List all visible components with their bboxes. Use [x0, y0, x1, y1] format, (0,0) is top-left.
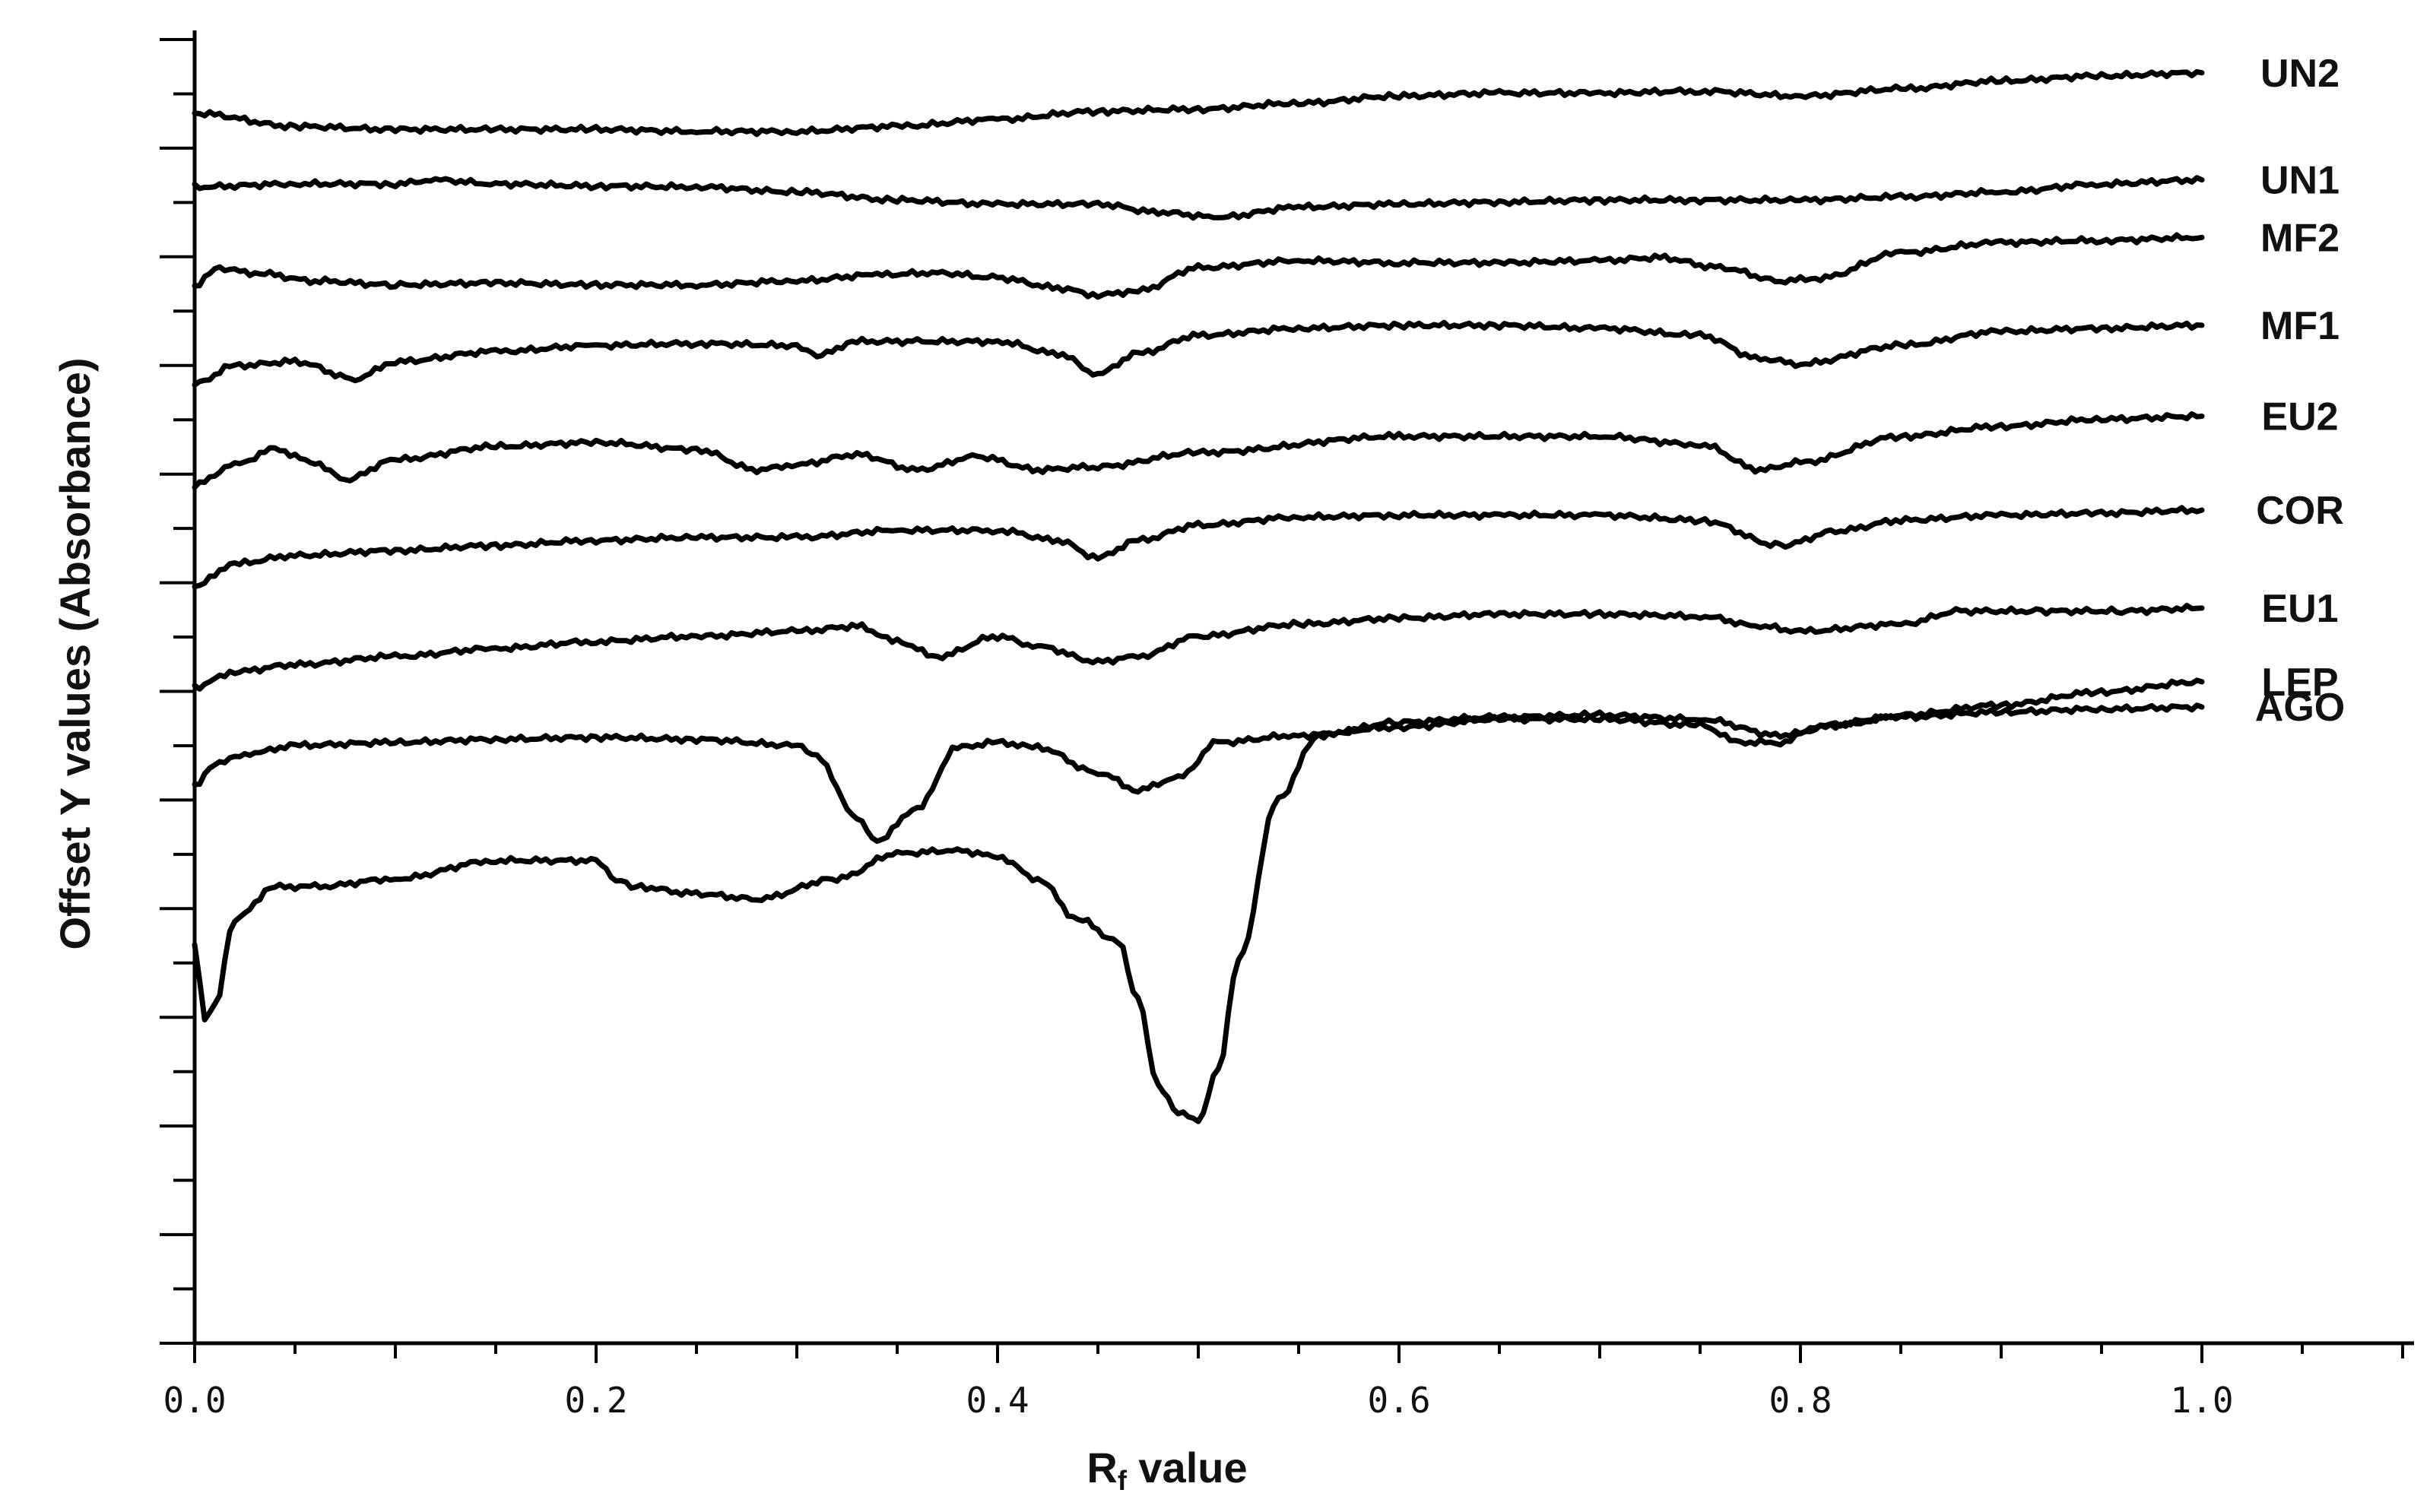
x-axis-title-rest: value: [1127, 1444, 1248, 1491]
traces: [192, 68, 2205, 1124]
y-ticks: [160, 38, 195, 1345]
trace-ago: [192, 702, 2205, 845]
x-tick-label: 0.6: [1367, 1380, 1430, 1421]
series-label-eu1: EU1: [2261, 587, 2338, 631]
trace-eu2: [192, 410, 2205, 490]
trace-un1: [192, 175, 2205, 221]
series-label-un1: UN1: [2260, 159, 2340, 203]
x-tick-label: 0.8: [1769, 1380, 1832, 1421]
series-label-cor: COR: [2256, 489, 2344, 533]
series-label-eu2: EU2: [2261, 395, 2338, 439]
x-tick-labels: 0.0 0.2 0.4 0.6 0.8 1.0: [163, 1380, 2233, 1421]
x-axis-title-main: R: [1087, 1444, 1117, 1491]
trace-mf2: [192, 232, 2205, 300]
series-label-mf1: MF1: [2260, 304, 2340, 348]
trace-mf1: [192, 319, 2205, 388]
x-axis-title-sub: f: [1118, 1465, 1128, 1496]
trace-eu1: [192, 603, 2205, 692]
y-axis-title: Offset Y values (Absorbance): [51, 357, 99, 949]
series-label-lep: LEP: [2261, 661, 2338, 705]
x-tick-label: 0.0: [163, 1380, 226, 1421]
series-label-mf2: MF2: [2260, 216, 2340, 260]
series-label-un2: UN2: [2260, 52, 2340, 96]
trace-un2: [192, 68, 2205, 138]
x-tick-label: 1.0: [2170, 1380, 2233, 1421]
trace-cor: [192, 505, 2205, 590]
axes: [192, 30, 2414, 1346]
series-label-ago: AGO: [2255, 686, 2345, 730]
x-axis-title: Rf value: [1087, 1444, 1247, 1496]
trace-lep: [192, 677, 2205, 1124]
x-tick-label: 0.2: [564, 1380, 627, 1421]
x-tick-label: 0.4: [966, 1380, 1029, 1421]
x-ticks: [193, 1343, 2404, 1363]
